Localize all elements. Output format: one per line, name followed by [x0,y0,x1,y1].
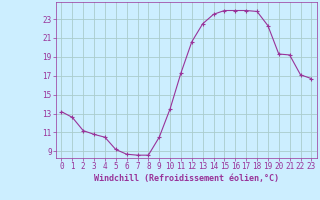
X-axis label: Windchill (Refroidissement éolien,°C): Windchill (Refroidissement éolien,°C) [94,174,279,183]
